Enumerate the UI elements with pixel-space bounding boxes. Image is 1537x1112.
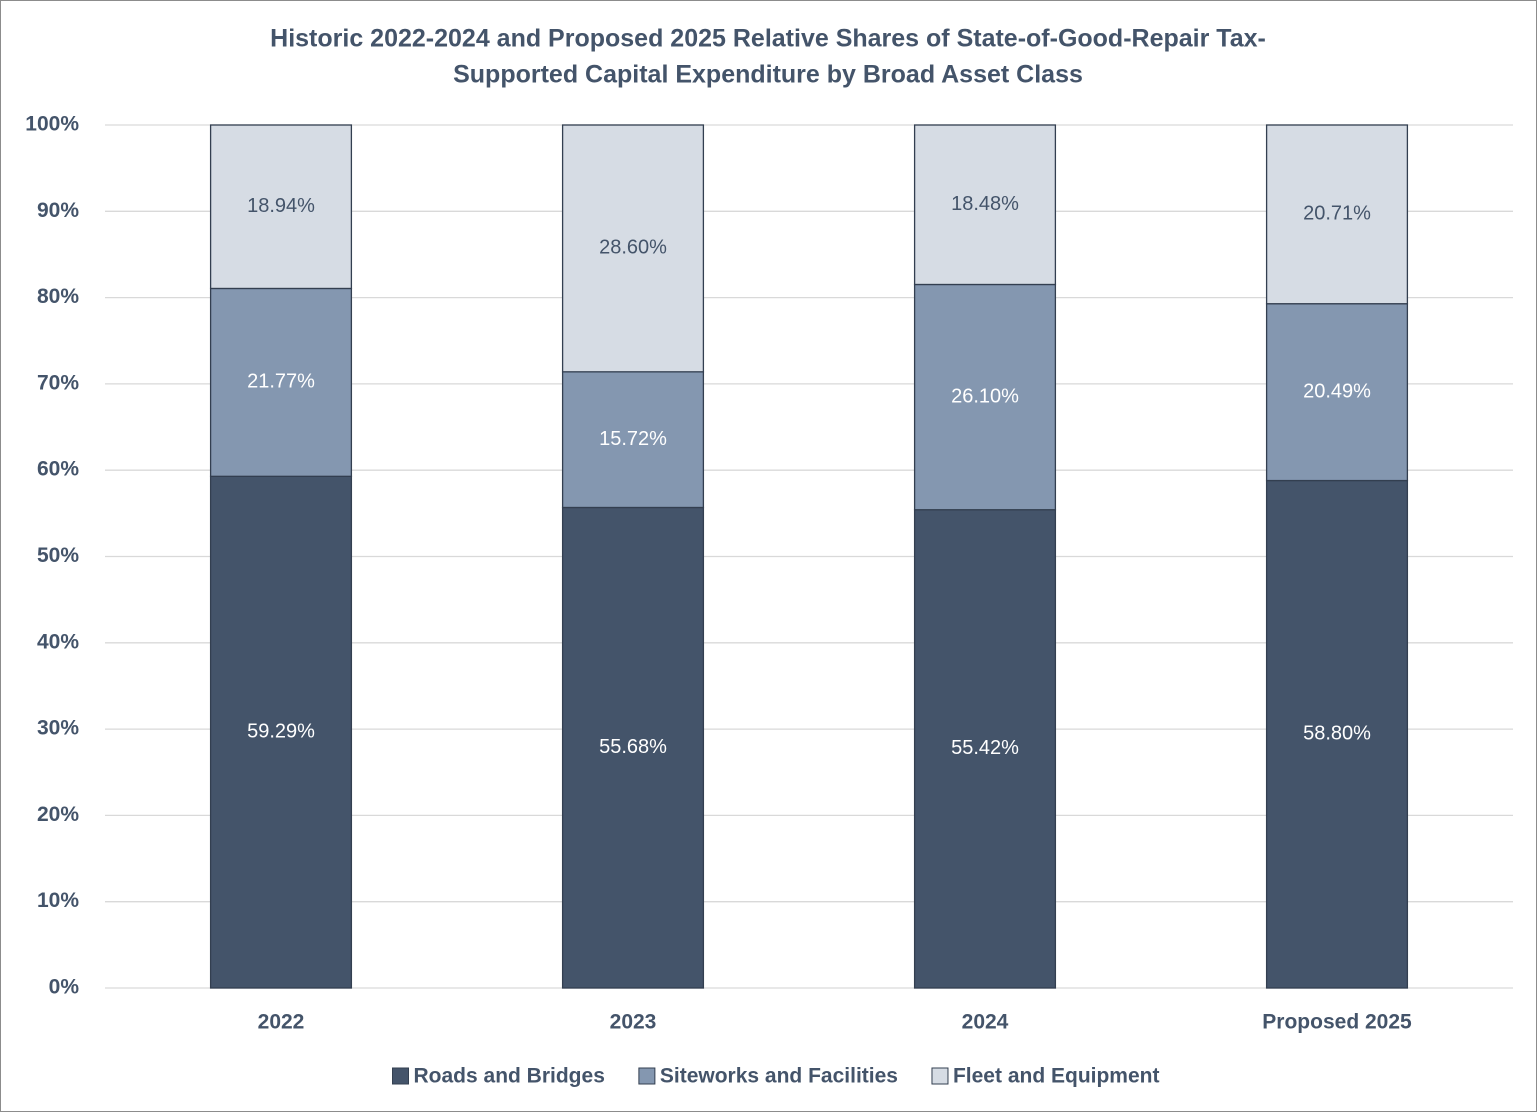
data-label: 20.71% xyxy=(1303,203,1371,225)
bar-segment xyxy=(913,509,1057,989)
data-label: 55.68% xyxy=(599,736,667,758)
bar-segment xyxy=(1265,124,1409,305)
y-tick-label: 50% xyxy=(37,544,79,567)
bar-segment xyxy=(209,475,353,989)
data-label: 18.48% xyxy=(951,193,1019,215)
x-tick-label: Proposed 2025 xyxy=(1262,1011,1412,1034)
y-tick-label: 80% xyxy=(37,285,79,308)
data-label: 59.29% xyxy=(247,720,315,742)
y-tick-label: 40% xyxy=(37,630,79,653)
bar-segment xyxy=(561,124,705,373)
y-tick-label: 70% xyxy=(37,371,79,394)
x-tick-label: 2023 xyxy=(610,1011,657,1034)
data-label: 58.80% xyxy=(1303,723,1371,745)
y-tick-label: 100% xyxy=(25,113,79,136)
x-tick-label: 2022 xyxy=(258,1011,305,1034)
data-label: 55.42% xyxy=(951,737,1019,759)
data-label: 18.94% xyxy=(247,195,315,217)
legend-label: Fleet and Equipment xyxy=(953,1065,1160,1088)
chart-title: Historic 2022-2024 and Proposed 2025 Rel… xyxy=(270,25,1266,53)
legend-swatch xyxy=(931,1067,949,1085)
bar-segment xyxy=(209,124,353,290)
data-label: 28.60% xyxy=(599,237,667,259)
chart-title: Supported Capital Expenditure by Broad A… xyxy=(453,61,1083,89)
legend-swatch xyxy=(638,1067,656,1085)
y-tick-label: 20% xyxy=(37,803,79,826)
bar-segment xyxy=(1265,303,1409,482)
data-label: 26.10% xyxy=(951,385,1019,407)
y-tick-label: 10% xyxy=(37,889,79,912)
y-tick-label: 30% xyxy=(37,717,79,740)
bar-segment xyxy=(913,283,1057,511)
bar-segment xyxy=(561,506,705,989)
legend-swatch xyxy=(392,1067,410,1085)
bar-segment xyxy=(209,287,353,477)
legend-label: Siteworks and Facilities xyxy=(660,1065,898,1088)
y-tick-label: 0% xyxy=(49,976,80,999)
y-tick-label: 60% xyxy=(37,458,79,481)
bar-segment xyxy=(913,124,1057,286)
y-tick-label: 90% xyxy=(37,199,79,222)
bar-segment xyxy=(1265,479,1409,989)
data-label: 15.72% xyxy=(599,428,667,450)
data-label: 21.77% xyxy=(247,371,315,393)
x-tick-label: 2024 xyxy=(962,1011,1009,1034)
data-label: 20.49% xyxy=(1303,380,1371,402)
legend-label: Roads and Bridges xyxy=(414,1065,605,1088)
